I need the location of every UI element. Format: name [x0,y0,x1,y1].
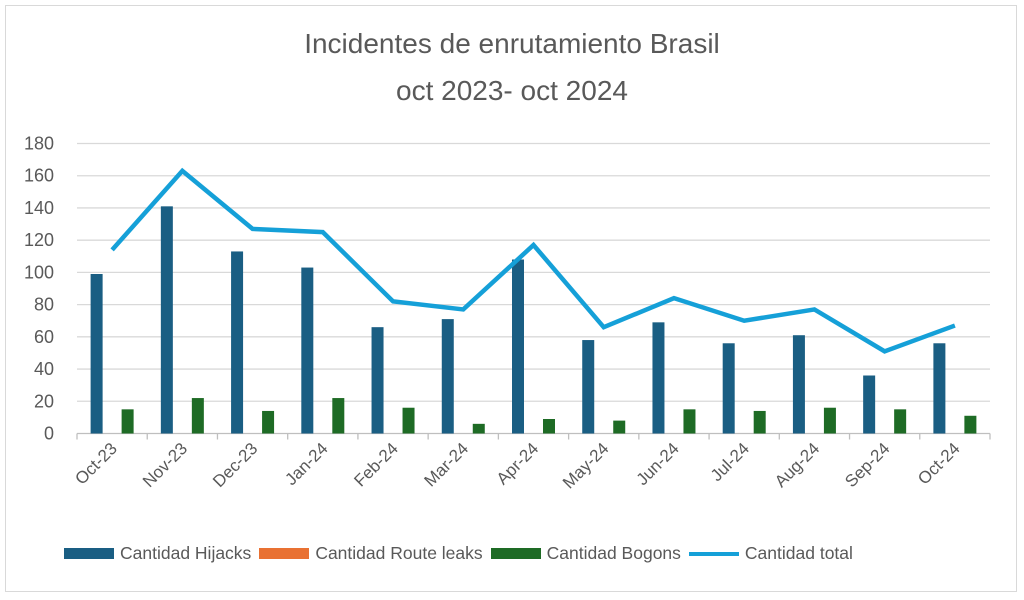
legend-item-hijacks: Cantidad Hijacks [64,543,251,564]
bar-cantidad-hijacks [863,375,876,434]
bar-cantidad-bogons [823,407,836,434]
y-tick-label: 80 [34,295,54,315]
x-tick-label: Mar-24 [421,439,473,491]
y-tick-label: 140 [24,198,54,218]
bar-cantidad-hijacks [512,259,524,434]
legend-label-hijacks: Cantidad Hijacks [120,543,252,563]
y-tick-label: 0 [44,424,54,444]
x-tick-label: Jan-24 [281,439,331,489]
y-tick-label: 160 [24,166,54,186]
legend-swatch-route-leaks [259,548,310,559]
bar-cantidad-hijacks [90,274,103,434]
bar-cantidad-bogons [753,410,766,434]
legend-item-route-leaks: Cantidad Route leaks [259,543,483,564]
chart-frame [5,5,1017,592]
y-tick-label: 20 [34,391,54,411]
bar-cantidad-bogons [472,423,485,434]
legend-label-bogons: Cantidad Bogons [546,543,681,563]
bar-cantidad-bogons [683,409,696,434]
chart-title-line-2: oct 2023- oct 2024 [396,75,628,106]
bar-cantidad-bogons [332,398,345,434]
bar-cantidad-bogons [191,398,204,434]
bar-cantidad-bogons [121,409,134,434]
bar-cantidad-bogons [543,419,555,434]
x-tick-label: May-24 [559,439,613,493]
legend-item-bogons: Cantidad Bogons [490,543,681,564]
x-tick-label: Nov-23 [139,439,191,491]
legend-swatch-hijacks [64,548,114,559]
x-tick-label: Jun-24 [633,439,683,489]
x-tick-label: Oct-23 [71,439,121,489]
x-tick-label: Oct-24 [914,439,964,489]
legend-swatch-bogons [490,548,541,559]
bar-cantidad-hijacks [933,343,946,434]
y-tick-label: 60 [34,327,54,347]
y-tick-label: 40 [34,359,54,379]
legend: Cantidad Hijacks Cantidad Route leaks Ca… [64,543,861,564]
legend-label-total: Cantidad total [744,543,853,563]
x-tick-label: Apr-24 [493,439,543,489]
x-tick-label: Jul-24 [707,439,753,485]
y-tick-label: 180 [24,134,54,154]
bar-cantidad-bogons [894,409,907,434]
bar-cantidad-bogons [402,407,415,434]
legend-swatch-total [688,551,739,556]
bar-cantidad-bogons [613,420,626,434]
x-tick-label: Aug-24 [771,439,823,491]
bar-cantidad-hijacks [231,251,244,434]
y-tick-label: 100 [24,262,54,282]
chart-title-line-1: Incidentes de enrutamiento Brasil [304,28,720,59]
legend-item-total: Cantidad total [688,543,853,564]
legend-label-route-leaks: Cantidad Route leaks [315,543,483,563]
x-tick-label: Sep-24 [841,439,893,491]
bar-cantidad-hijacks [722,343,735,434]
x-tick-label: Feb-24 [350,439,402,491]
bar-cantidad-hijacks [792,335,805,434]
bar-cantidad-bogons [262,410,275,434]
bar-cantidad-hijacks [441,319,454,434]
y-tick-label: 120 [24,230,54,250]
bar-cantidad-hijacks [160,206,173,434]
bar-cantidad-bogons [964,415,977,434]
bar-cantidad-hijacks [652,322,665,434]
bar-cantidad-hijacks [301,267,314,434]
bar-cantidad-hijacks [582,340,595,434]
x-tick-label: Dec-23 [209,439,261,491]
bar-cantidad-hijacks [371,327,384,434]
